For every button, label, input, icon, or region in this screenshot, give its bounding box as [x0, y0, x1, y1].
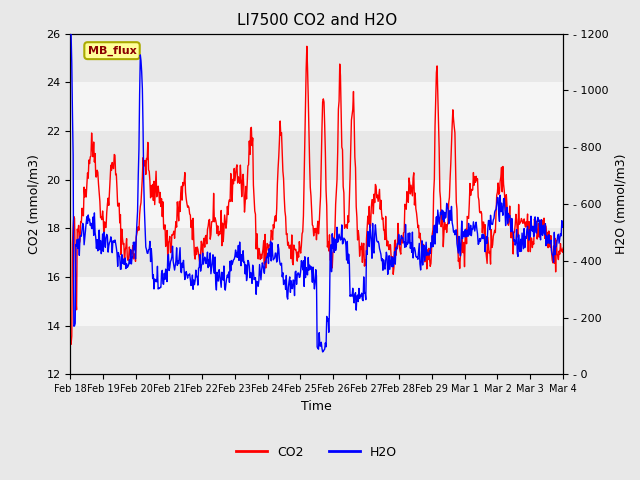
Y-axis label: H2O (mmol/m3): H2O (mmol/m3): [614, 154, 627, 254]
Bar: [70, 277, 563, 326]
Bar: [70, 82, 563, 131]
Bar: [70, 180, 563, 228]
Text: MB_flux: MB_flux: [88, 46, 136, 56]
X-axis label: Time: Time: [301, 400, 332, 413]
Legend: CO2, H2O: CO2, H2O: [231, 441, 403, 464]
Y-axis label: CO2 (mmol/m3): CO2 (mmol/m3): [28, 154, 41, 254]
Title: LI7500 CO2 and H2O: LI7500 CO2 and H2O: [237, 13, 397, 28]
